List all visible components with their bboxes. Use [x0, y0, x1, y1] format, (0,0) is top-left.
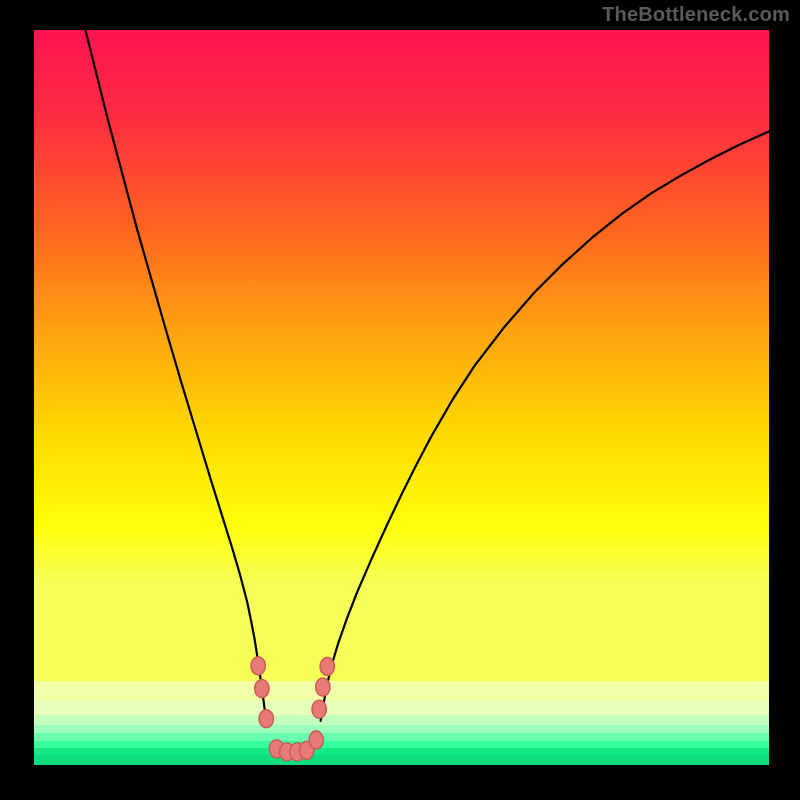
gradient-band — [34, 733, 769, 741]
gradient-band — [34, 741, 769, 748]
gradient-band — [34, 725, 769, 733]
gradient-band — [34, 748, 769, 755]
gradient-band — [34, 701, 769, 715]
watermark-text: TheBottleneck.com — [602, 4, 790, 27]
gradient-band — [34, 755, 769, 765]
gradient-band — [34, 715, 769, 725]
gradient-main — [34, 30, 769, 681]
gradient-band — [34, 681, 769, 701]
plot-area — [34, 30, 769, 765]
